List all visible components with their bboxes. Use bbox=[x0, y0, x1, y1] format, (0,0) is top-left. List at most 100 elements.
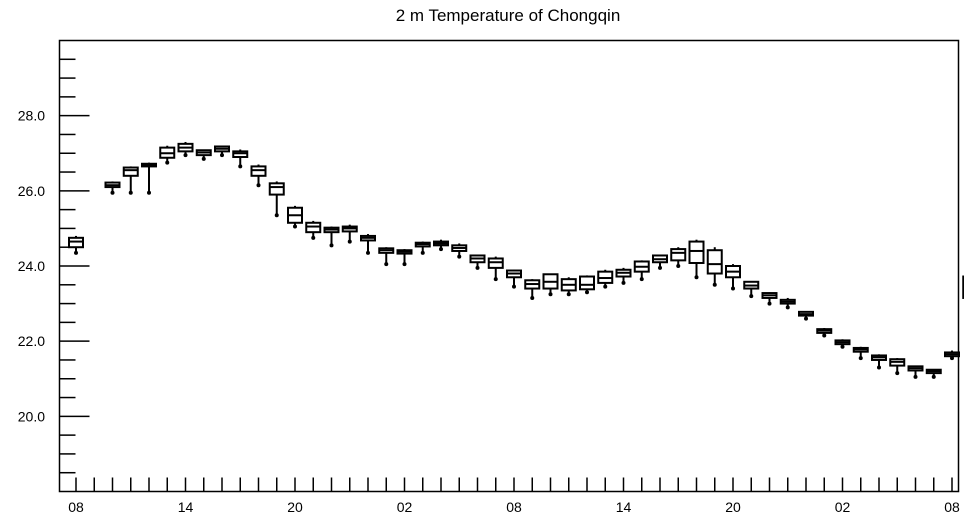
box-plot bbox=[524, 279, 541, 300]
box-plot bbox=[141, 162, 157, 195]
min-marker bbox=[110, 190, 115, 195]
y-tick-label: 24.0 bbox=[18, 258, 45, 274]
min-marker bbox=[840, 344, 845, 349]
box-plot bbox=[779, 297, 796, 310]
min-marker bbox=[238, 164, 243, 169]
min-marker bbox=[366, 250, 370, 255]
min-marker bbox=[420, 250, 425, 255]
min-marker bbox=[858, 356, 863, 361]
plot-frame bbox=[58, 39, 960, 493]
box-plot bbox=[451, 243, 468, 259]
y-tick-label: 22.0 bbox=[18, 333, 45, 349]
min-marker bbox=[530, 295, 535, 300]
min-marker bbox=[147, 190, 151, 195]
min-marker bbox=[548, 292, 553, 297]
box-plot bbox=[925, 368, 942, 379]
x-tick-label: 02 bbox=[835, 499, 851, 515]
x-tick-label: 02 bbox=[397, 499, 413, 515]
box-plot bbox=[542, 273, 559, 297]
box-plot bbox=[670, 247, 687, 268]
min-marker bbox=[603, 284, 608, 289]
box-body bbox=[579, 275, 595, 291]
box-plot bbox=[469, 254, 486, 270]
box-plot bbox=[871, 354, 887, 370]
min-marker bbox=[785, 305, 790, 310]
box-plot bbox=[195, 149, 212, 161]
y-tick-label: 26.0 bbox=[18, 183, 45, 199]
x-axis: 08 14 20 02 08 14 20 02 08 bbox=[68, 477, 960, 515]
min-marker bbox=[712, 282, 717, 287]
box-body bbox=[670, 248, 687, 262]
min-marker bbox=[402, 262, 407, 267]
box-plot bbox=[287, 205, 303, 229]
box-plot bbox=[725, 264, 741, 291]
min-marker bbox=[274, 213, 279, 218]
min-marker bbox=[913, 374, 918, 379]
x-tick-label: 14 bbox=[616, 499, 632, 515]
box-plot bbox=[506, 269, 522, 289]
y-tick-label: 28.0 bbox=[18, 108, 45, 124]
min-marker bbox=[658, 265, 662, 270]
min-marker bbox=[749, 294, 754, 299]
box-plot bbox=[889, 358, 906, 376]
x-tick-label: 14 bbox=[178, 499, 194, 515]
min-marker bbox=[347, 239, 352, 244]
box-plot bbox=[268, 181, 285, 218]
min-marker bbox=[220, 153, 224, 158]
min-marker bbox=[767, 301, 772, 306]
box-plot bbox=[341, 224, 358, 244]
box-plot bbox=[907, 365, 924, 379]
box-plot bbox=[159, 145, 176, 165]
min-marker bbox=[639, 277, 644, 282]
min-marker bbox=[731, 286, 735, 291]
box-body bbox=[706, 249, 723, 275]
box-plot bbox=[798, 310, 814, 321]
box-body bbox=[268, 182, 285, 196]
box-plot bbox=[597, 269, 614, 289]
box-plot bbox=[652, 254, 668, 270]
min-marker bbox=[457, 254, 462, 259]
min-marker bbox=[621, 280, 626, 285]
min-marker bbox=[822, 333, 827, 338]
x-tick-label: 20 bbox=[287, 499, 303, 515]
box-plot bbox=[743, 280, 760, 299]
box-plot bbox=[834, 339, 851, 349]
min-marker bbox=[566, 292, 571, 297]
box-plot bbox=[852, 346, 869, 361]
box-plot bbox=[250, 164, 267, 188]
y-tick-label: 20.0 bbox=[18, 408, 45, 424]
min-marker bbox=[384, 262, 389, 267]
box-plot bbox=[688, 239, 705, 280]
min-marker bbox=[895, 371, 900, 376]
box-plot bbox=[232, 149, 249, 169]
box-plot bbox=[414, 241, 431, 255]
min-marker bbox=[128, 190, 133, 195]
box-plot bbox=[944, 350, 960, 361]
box-plot bbox=[396, 249, 413, 267]
box-plot bbox=[104, 181, 121, 195]
box-body bbox=[688, 240, 705, 264]
min-marker bbox=[676, 264, 681, 268]
x-tick-label: 08 bbox=[506, 499, 522, 515]
min-marker bbox=[74, 250, 78, 255]
min-marker bbox=[183, 153, 188, 158]
box-plot bbox=[360, 234, 376, 255]
box-plot bbox=[177, 141, 194, 158]
min-marker bbox=[165, 160, 170, 165]
min-marker bbox=[256, 183, 261, 188]
box-plot bbox=[487, 256, 504, 282]
min-marker bbox=[439, 247, 443, 252]
min-marker bbox=[493, 277, 498, 282]
min-marker bbox=[877, 365, 881, 370]
box-plot bbox=[323, 226, 340, 248]
x-tick-label: 20 bbox=[725, 499, 741, 515]
chart-title: 2 m Temperature of Chongqin bbox=[396, 6, 621, 25]
box-series bbox=[68, 141, 964, 379]
min-marker bbox=[512, 284, 516, 289]
box-plot bbox=[378, 247, 395, 267]
box-plot bbox=[122, 166, 139, 195]
min-marker bbox=[201, 156, 206, 161]
box-plot bbox=[68, 235, 84, 255]
box-plot bbox=[633, 260, 650, 282]
min-marker bbox=[329, 243, 334, 248]
